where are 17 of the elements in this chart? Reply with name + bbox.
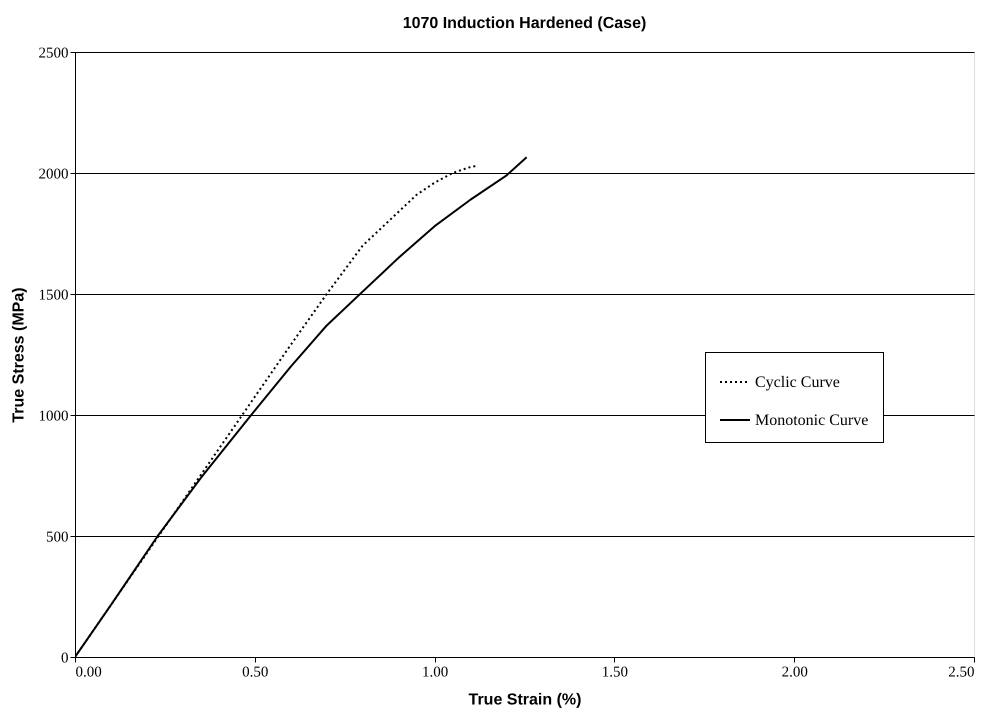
y-axis-title: True Stress (MPa) bbox=[10, 287, 28, 423]
x-tick-label: 2.00 bbox=[782, 664, 808, 680]
x-tick-label: 0.00 bbox=[76, 664, 102, 680]
x-tick-label: 0.50 bbox=[242, 664, 268, 680]
legend-label: Monotonic Curve bbox=[755, 412, 868, 429]
y-tick-label: 500 bbox=[46, 530, 68, 546]
x-tick-label: 1.50 bbox=[602, 664, 628, 680]
y-tick-label: 0 bbox=[61, 650, 68, 666]
legend-label: Cyclic Curve bbox=[755, 374, 840, 391]
x-tick-label: 1.00 bbox=[422, 664, 448, 680]
y-tick-label: 2000 bbox=[38, 166, 68, 182]
x-axis-title: True Strain (%) bbox=[468, 692, 582, 708]
x-tick-label: 2.50 bbox=[948, 664, 974, 680]
y-tick-label: 1500 bbox=[38, 288, 68, 304]
chart-title: 1070 Induction Hardened (Case) bbox=[402, 15, 646, 32]
y-tick-label: 2500 bbox=[38, 46, 68, 62]
y-tick-label: 1000 bbox=[38, 408, 68, 424]
